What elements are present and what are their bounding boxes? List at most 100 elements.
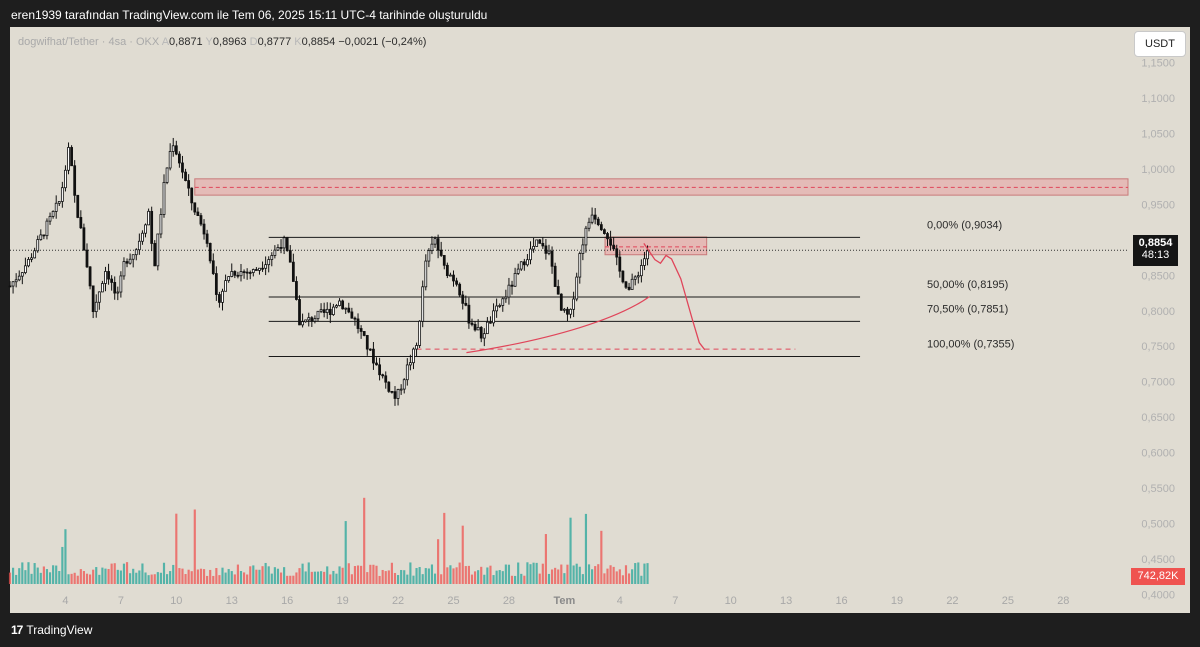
candle xyxy=(30,253,33,263)
candle xyxy=(107,263,110,285)
candle xyxy=(125,258,129,268)
candle xyxy=(402,378,406,394)
volume-bar xyxy=(178,568,181,584)
symbol-name: dogwifhat/Tether · 4sa · OKX xyxy=(18,36,160,48)
volume-bar xyxy=(88,574,92,584)
candle xyxy=(85,243,89,269)
volume-bar xyxy=(30,573,33,584)
volume-bar xyxy=(252,565,255,584)
candle xyxy=(187,174,191,196)
candle xyxy=(174,140,178,156)
volume-bar xyxy=(113,563,116,584)
candle-body xyxy=(535,239,539,247)
candle xyxy=(298,295,301,326)
candle xyxy=(307,312,311,327)
volume-bar xyxy=(267,566,270,584)
candle xyxy=(199,212,203,227)
volume-bar xyxy=(363,497,366,584)
volume-bar xyxy=(289,575,292,584)
volume-bar xyxy=(52,565,55,584)
volume-bar xyxy=(162,562,166,584)
volume-bar xyxy=(329,574,332,584)
volume-bar xyxy=(375,565,378,584)
volume-bar xyxy=(384,571,387,584)
candle-body xyxy=(227,276,231,281)
candle-body xyxy=(470,322,474,325)
candle-body xyxy=(97,291,101,303)
candle-body xyxy=(541,242,545,247)
candle-body xyxy=(285,237,289,252)
volume-bar xyxy=(147,575,150,584)
candle xyxy=(535,239,539,247)
volume-bar xyxy=(643,563,646,584)
volume-bar xyxy=(532,562,535,584)
volume-bar xyxy=(264,562,267,584)
candle xyxy=(350,307,354,319)
candle-body xyxy=(178,153,181,164)
candle xyxy=(255,267,258,271)
volume-bar xyxy=(418,567,421,584)
volume-bar xyxy=(523,575,526,584)
candle-body xyxy=(11,281,15,287)
volume-bar xyxy=(631,569,634,584)
candle xyxy=(393,386,397,406)
candle-body xyxy=(255,269,258,271)
candle-body xyxy=(467,304,471,324)
candle xyxy=(153,240,157,267)
candle xyxy=(492,303,495,327)
volume-bar xyxy=(600,530,603,584)
candle xyxy=(104,266,107,292)
candle xyxy=(214,266,218,301)
volume-bar xyxy=(255,569,258,584)
candle xyxy=(421,280,425,328)
volume-bar xyxy=(446,567,449,584)
candle-body xyxy=(587,221,591,229)
volume-bar xyxy=(258,569,261,584)
volume-bar xyxy=(95,567,98,584)
volume-bar xyxy=(12,567,15,584)
candle-body xyxy=(57,201,61,204)
candle-body xyxy=(415,345,418,350)
volume-bar xyxy=(85,573,89,584)
open-label: A xyxy=(161,36,170,48)
candle xyxy=(48,212,52,225)
candle xyxy=(572,291,576,318)
candle xyxy=(461,290,465,310)
candle xyxy=(273,245,277,259)
tradingview-brand[interactable]: 17 TradingView xyxy=(11,623,92,637)
candle-body xyxy=(319,309,323,312)
volume-bar xyxy=(356,565,360,584)
candle xyxy=(495,298,499,318)
open-value: 0,8871 xyxy=(169,36,203,48)
candle xyxy=(36,235,40,253)
candle-body xyxy=(526,259,529,266)
candle-body xyxy=(85,249,89,268)
currency-button[interactable]: USDT xyxy=(1134,31,1186,57)
volume-bar xyxy=(427,568,430,584)
candle-body xyxy=(171,145,175,152)
y-tick-label: 0,6500 xyxy=(1141,412,1175,424)
volume-bar xyxy=(82,571,85,584)
volume-bar xyxy=(501,571,504,584)
volume-bar xyxy=(132,568,135,584)
chart-pane[interactable] xyxy=(10,27,1190,613)
candle-body xyxy=(538,239,542,244)
candle xyxy=(261,261,264,272)
volume-bar xyxy=(215,568,218,584)
candle-body xyxy=(359,328,363,332)
candle xyxy=(467,297,471,329)
candle-body xyxy=(79,217,83,229)
volume-bar xyxy=(165,574,169,584)
candle xyxy=(473,321,477,332)
volume-bar xyxy=(612,566,615,584)
candle-body xyxy=(94,301,98,313)
candle xyxy=(627,282,631,291)
candle xyxy=(51,210,55,219)
volume-bar xyxy=(597,564,600,584)
candle xyxy=(405,358,409,386)
volume-bar xyxy=(129,573,132,584)
candle-body xyxy=(498,305,502,307)
high-value: 0,8963 xyxy=(212,36,247,48)
volume-bar xyxy=(190,571,193,584)
